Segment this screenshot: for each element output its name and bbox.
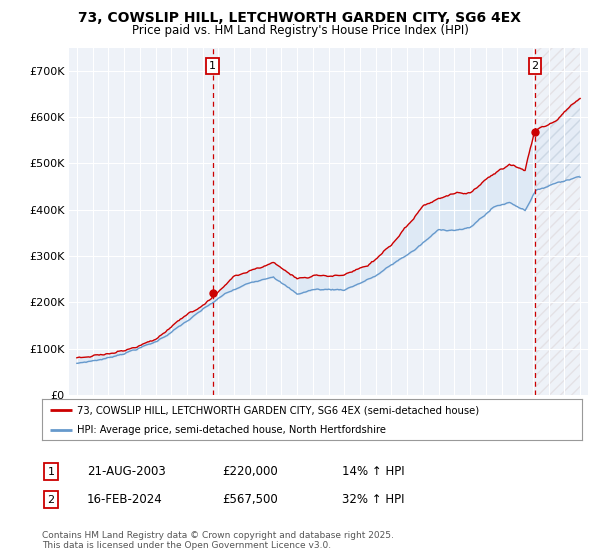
Text: 73, COWSLIP HILL, LETCHWORTH GARDEN CITY, SG6 4EX (semi-detached house): 73, COWSLIP HILL, LETCHWORTH GARDEN CITY… [77, 405, 479, 415]
Text: 16-FEB-2024: 16-FEB-2024 [87, 493, 163, 506]
Text: 1: 1 [209, 61, 216, 71]
Text: £567,500: £567,500 [222, 493, 278, 506]
Text: 73, COWSLIP HILL, LETCHWORTH GARDEN CITY, SG6 4EX: 73, COWSLIP HILL, LETCHWORTH GARDEN CITY… [79, 11, 521, 25]
Text: 32% ↑ HPI: 32% ↑ HPI [342, 493, 404, 506]
Text: 2: 2 [47, 494, 55, 505]
Text: £220,000: £220,000 [222, 465, 278, 478]
Text: HPI: Average price, semi-detached house, North Hertfordshire: HPI: Average price, semi-detached house,… [77, 424, 386, 435]
Text: 21-AUG-2003: 21-AUG-2003 [87, 465, 166, 478]
Text: 1: 1 [47, 466, 55, 477]
Text: Price paid vs. HM Land Registry's House Price Index (HPI): Price paid vs. HM Land Registry's House … [131, 24, 469, 36]
Text: Contains HM Land Registry data © Crown copyright and database right 2025.
This d: Contains HM Land Registry data © Crown c… [42, 531, 394, 550]
Text: 14% ↑ HPI: 14% ↑ HPI [342, 465, 404, 478]
Text: 2: 2 [531, 61, 538, 71]
